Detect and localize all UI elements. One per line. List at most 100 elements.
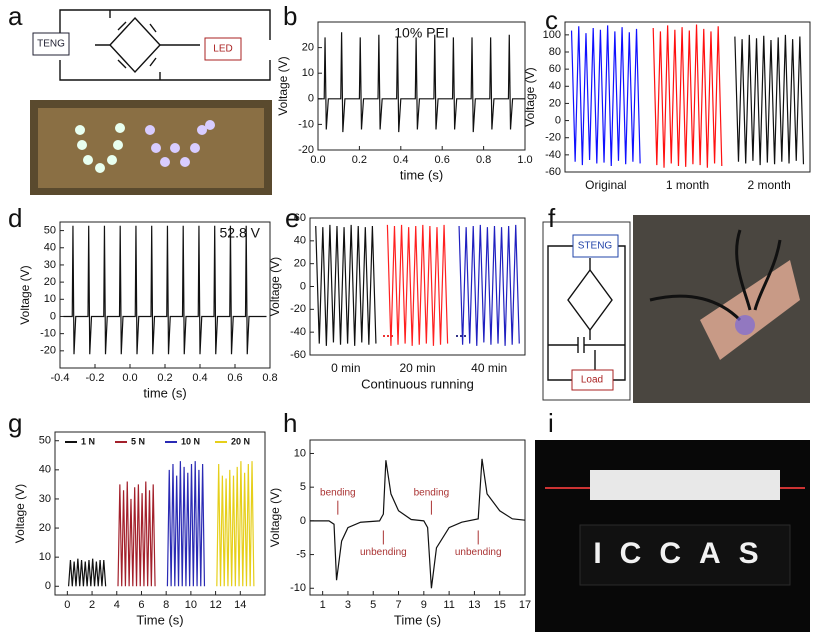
y-tick-label: 100 [543, 29, 561, 41]
y-tick-label: -20 [298, 144, 314, 156]
y-tick-label: 20 [302, 42, 314, 54]
data-line [117, 481, 156, 587]
data-line [570, 25, 641, 167]
y-tick-label: 30 [39, 493, 51, 505]
plot-frame [564, 21, 811, 173]
y-tick-label: 10 [44, 293, 56, 305]
y-tick-label: 5 [300, 481, 306, 493]
y-axis-label: Voltage (V) [268, 257, 282, 316]
y-axis-label: Voltage (V) [276, 56, 290, 115]
y-tick-label: 20 [549, 97, 561, 109]
x-tick-label: 4 [114, 599, 120, 611]
panel-label: b [283, 1, 297, 31]
photo-i: ICCAS [535, 440, 810, 632]
data-line [166, 461, 206, 587]
photo-a [30, 100, 272, 195]
x-tick-label: 17 [519, 599, 531, 611]
x-tick-label: 0.2 [352, 154, 367, 166]
source-label: STENG [578, 241, 613, 252]
photo-f [633, 215, 810, 403]
x-tick-label: 10 [185, 599, 197, 611]
x-axis-label: Time (s) [394, 612, 441, 627]
x-tick-label: 20 min [399, 361, 435, 375]
y-tick-label: -10 [298, 118, 314, 130]
y-tick-label: -60 [545, 166, 561, 178]
panel-label: g [8, 408, 22, 438]
led-text: ICCAS [593, 537, 776, 570]
y-axis-label: Voltage (V) [523, 67, 537, 126]
y-tick-label: 40 [549, 80, 561, 92]
x-axis-label: time (s) [143, 385, 186, 400]
x-tick-label: 2 [89, 599, 95, 611]
y-tick-label: 10 [294, 447, 306, 459]
annotation: bending [414, 487, 450, 498]
y-tick-label: -10 [290, 582, 306, 594]
x-tick-label: 40 min [471, 361, 507, 375]
panel-label: f [548, 203, 556, 233]
panel-label: e [285, 203, 299, 233]
x-tick-label: 13 [468, 599, 480, 611]
x-tick-label: -0.4 [51, 372, 70, 384]
plot-frame [59, 221, 271, 369]
y-tick-label: -5 [296, 548, 306, 560]
x-tick-label: 9 [421, 599, 427, 611]
y-tick-label: 0 [555, 114, 561, 126]
y-tick-label: -10 [40, 328, 56, 340]
x-tick-label: 0.8 [262, 372, 277, 384]
x-tick-label: 11 [443, 599, 454, 611]
y-tick-label: -40 [545, 149, 561, 161]
x-tick-label: 6 [138, 599, 144, 611]
data-line [216, 461, 255, 587]
plot-frame [54, 431, 266, 596]
chart-title: 10% PEI [394, 25, 448, 41]
data-line [318, 32, 525, 133]
panel-label: c [545, 5, 558, 35]
y-tick-label: 50 [44, 224, 56, 236]
y-tick-label: -20 [40, 345, 56, 357]
legend-label: 1 N [81, 436, 95, 446]
x-tick-label: 1 month [666, 178, 709, 192]
panel-label: i [548, 408, 554, 438]
y-tick-label: 30 [44, 259, 56, 271]
x-tick-label: 12 [209, 599, 221, 611]
y-tick-label: 50 [39, 435, 51, 447]
data-line [67, 558, 107, 587]
x-tick-label: 3 [345, 599, 351, 611]
x-tick-label: 0.4 [393, 154, 408, 166]
y-tick-label: 40 [294, 235, 306, 247]
data-line [652, 24, 723, 168]
x-tick-label: 5 [370, 599, 376, 611]
y-tick-label: 10 [302, 67, 314, 79]
x-axis-label: time (s) [400, 167, 443, 182]
y-tick-label: 0 [308, 93, 314, 105]
y-tick-label: -60 [290, 349, 306, 361]
legend-label: 10 N [181, 436, 200, 446]
data-line [734, 34, 805, 166]
x-axis-label: Time (s) [136, 612, 183, 627]
x-tick-label: 1 [320, 599, 326, 611]
x-tick-label: 0.6 [227, 372, 242, 384]
plot-frame [317, 21, 526, 151]
y-tick-label: 0 [50, 310, 56, 322]
data-line [310, 458, 526, 589]
y-tick-label: 0 [300, 515, 306, 527]
x-tick-label: 0 [64, 599, 70, 611]
plot-frame [309, 439, 526, 596]
x-tick-label: 0.0 [122, 372, 137, 384]
y-tick-label: 60 [294, 212, 306, 224]
circuit-a: TENG LED [32, 9, 271, 81]
x-tick-label: 0.4 [192, 372, 207, 384]
legend-label: 5 N [131, 436, 145, 446]
data-line [386, 224, 449, 346]
data-line [63, 225, 267, 355]
x-tick-label: 0.8 [476, 154, 491, 166]
y-tick-label: 40 [44, 242, 56, 254]
panel-label: h [283, 408, 297, 438]
load-label: Load [581, 375, 603, 386]
y-tick-label: -20 [545, 132, 561, 144]
x-tick-label: 1.0 [517, 154, 532, 166]
panel-label: d [8, 203, 22, 233]
load-label: LED [213, 44, 232, 55]
